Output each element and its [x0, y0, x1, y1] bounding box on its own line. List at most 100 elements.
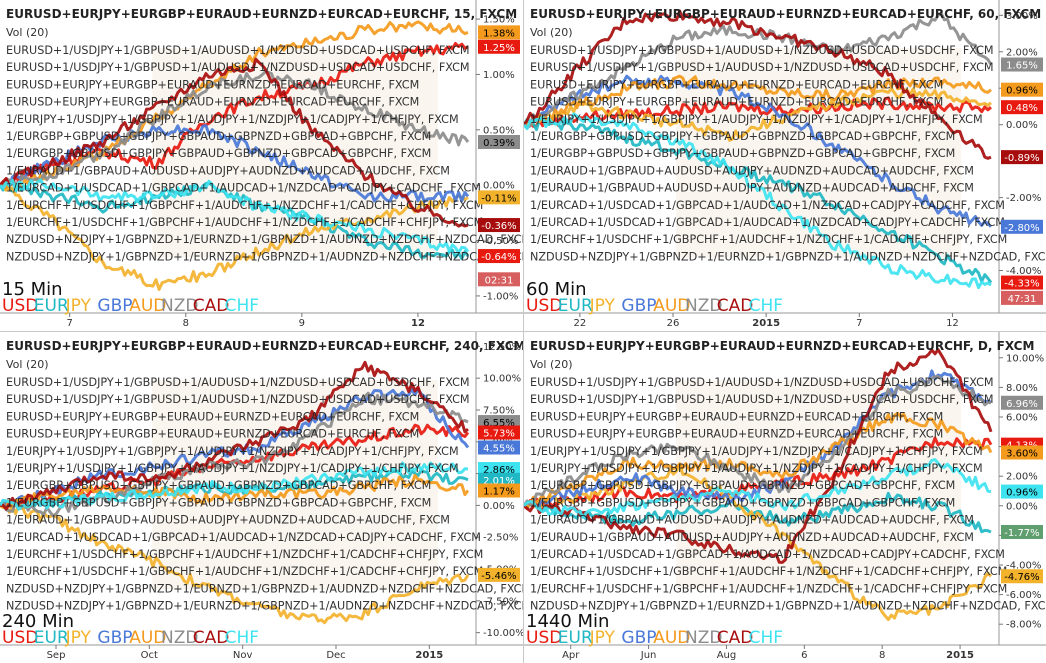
indicator-legend-line: 1/EURCAD+1/USDCAD+1/GBPCAD+1/AUDCAD+1/NZ…: [6, 182, 481, 195]
chart-panel-15min[interactable]: 1.50% 1.00% 0.50% 0.00% -0.50% -1.00% 7 8 9 12 EUR…: [0, 0, 523, 331]
x-tick-label: 7: [66, 318, 72, 329]
series-line-jpy[interactable]: [0, 503, 470, 625]
price-tag-label: 6.55%: [483, 418, 515, 429]
x-tick-label: 8: [879, 650, 885, 661]
series-line-aud[interactable]: [0, 473, 470, 508]
series-line-chf[interactable]: [0, 461, 469, 511]
indicator-legend-line: EURUSD+EURJPY+EURGBP+EURAUD+EURNZD+EURCA…: [6, 96, 419, 109]
currency-legend-cad: CAD: [717, 628, 754, 648]
series-line-aud[interactable]: [524, 74, 992, 128]
indicator-legend-line: 1/EURJPY+1/USDJPY+1/GBPJPY+1/AUDJPY+1/NZ…: [530, 113, 983, 126]
currency-legend-chf: CHF: [749, 296, 783, 316]
price-tag-box: [1001, 484, 1043, 499]
indicator-legend-line: 1/EURCHF+1/USDCHF+1/GBPCHF+1/AUDCHF+1/NZ…: [530, 233, 1007, 246]
indicator-legend-line: 1/EURCHF+1/USDCHF+1/GBPCHF+1/AUDCHF+1/NZ…: [530, 582, 1007, 595]
x-tick-label: 8: [183, 318, 189, 329]
y-tick-label: 1.00%: [483, 70, 515, 81]
panel-divider-horizontal[interactable]: [0, 331, 1046, 332]
series-line-cad[interactable]: [0, 57, 469, 228]
indicator-legend-line: EURUSD+EURJPY+EURGBP+EURAUD+EURNZD+EURCA…: [530, 78, 943, 91]
currency-legend-aud: AUD: [653, 296, 690, 316]
indicator-legend-line: EURUSD+1/USDJPY+1/GBPUSD+1/AUDUSD+1/NZDU…: [6, 61, 470, 74]
currency-legend-nzd: NZD: [685, 296, 722, 316]
indicator-legend-line: 1/EURAUD+1/GBPAUD+AUDUSD+AUDJPY+AUDNZD+A…: [530, 182, 974, 195]
indicator-legend-line: EURUSD+EURJPY+EURGBP+EURAUD+EURNZD+EURCA…: [530, 428, 943, 441]
timeframe-label: 1440 Min: [526, 611, 609, 632]
chart-panel-240min[interactable]: 12.50%10.00%7.50%5.00%2.50%0.00%-2.50%-5…: [0, 332, 523, 663]
price-tag-box: [478, 425, 520, 440]
chart-240min-canvas[interactable]: 12.50%10.00%7.50%5.00%2.50%0.00%-2.50%-5…: [0, 332, 523, 663]
indicator-legend-line: 1/EURGBP+GBPUSD+GBPJPY+GBPAUD+GBPNZD+GBP…: [530, 147, 955, 160]
series-line-eur[interactable]: [0, 181, 470, 260]
indicator-legend-line: NZDUSD+NZDJPY+1/GBPNZD+1/EURNZD+1/GBPNZD…: [6, 582, 523, 595]
indicator-legend-line: 1/EURGBP+GBPUSD+GBPJPY+GBPAUD+GBPNZD+GBP…: [6, 130, 431, 143]
y-tick-label: 2.00%: [1006, 472, 1038, 483]
y-tick-label: 1.50%: [483, 15, 515, 26]
y-tick-label: 0.50%: [483, 125, 515, 136]
series-line-chf[interactable]: [524, 458, 992, 519]
price-tag-box: [1001, 82, 1043, 97]
y-tick-label: 0.00%: [483, 501, 515, 512]
currency-legend-jpy: JPY: [65, 628, 92, 648]
currency-legend-cad: CAD: [193, 296, 230, 316]
indicator-legend-line: NZDUSD+NZDJPY+1/GBPNZD+1/EURNZD+1/GBPNZD…: [6, 250, 523, 263]
price-tag-label: 47:31: [1008, 294, 1037, 305]
y-tick-label: 7.50%: [483, 405, 515, 416]
indicator-legend-line: EURUSD+EURJPY+EURGBP+EURAUD+EURNZD+EURCA…: [530, 96, 943, 109]
indicator-legend-line: 1/EURGBP+GBPUSD+GBPJPY+GBPAUD+GBPNZD+GBP…: [6, 496, 431, 509]
series-line-cad[interactable]: [0, 360, 469, 511]
series-line-chf[interactable]: [0, 178, 470, 255]
y-tick-label: 10.00%: [483, 374, 521, 385]
currency-legend-jpy: JPY: [589, 296, 616, 316]
series-line-chf[interactable]: [524, 112, 992, 290]
series-line-jpy[interactable]: [0, 183, 469, 291]
series-line-eur[interactable]: [524, 117, 993, 284]
price-tag-label: -0.89%: [1004, 153, 1039, 164]
indicator-legend-line: 1/EURCAD+1/USDCAD+1/GBPCAD+1/AUDCAD+1/NZ…: [530, 199, 1005, 212]
price-tag-box: [478, 25, 520, 40]
currency-legend-aud: AUD: [653, 628, 690, 648]
chart-60min-canvas[interactable]: 3.00%2.00%1.00%0.00%-2.00%-4.00%22262015…: [524, 0, 1046, 331]
series-line-aud[interactable]: [524, 411, 993, 509]
series-line-aud[interactable]: [0, 20, 469, 190]
indicator-legend-line: NZDUSD+NZDJPY+1/GBPNZD+1/EURNZD+1/GBPNZD…: [530, 250, 1046, 263]
currency-legend-cad: CAD: [717, 296, 754, 316]
series-line-nzd[interactable]: [524, 11, 993, 130]
timeframe-label: 60 Min: [526, 279, 587, 300]
x-tick-label: 26: [667, 318, 680, 329]
chart-daily-canvas[interactable]: 10.00%8.00%6.00%4.00%2.00%0.00%-2.00%-4.…: [524, 332, 1046, 663]
price-tag-label: 0.39%: [483, 138, 515, 149]
price-tag-label: 02:31: [485, 275, 514, 286]
series-line-cad[interactable]: [524, 9, 992, 160]
price-tag-label: 2.01%: [483, 476, 515, 487]
series-line-gbp[interactable]: [524, 74, 993, 228]
series-line-nzd[interactable]: [0, 70, 470, 190]
y-tick-label: 10.00%: [1006, 353, 1044, 364]
currency-legend-jpy: JPY: [589, 628, 616, 648]
indicator-legend-line: EURUSD+EURJPY+EURGBP+EURAUD+EURNZD+EURCA…: [6, 78, 419, 91]
y-tick-label: -2.00%: [1006, 193, 1041, 204]
price-tag-box: [478, 567, 520, 582]
y-tick-label: -10.00%: [483, 628, 523, 639]
chart-panel-60min[interactable]: 3.00%2.00%1.00%0.00%-2.00%-4.00%22262015…: [524, 0, 1046, 331]
indicator-legend-line: 1/EURGBP+GBPUSD+GBPJPY+GBPAUD+GBPNZD+GBP…: [530, 496, 955, 509]
price-tag-box: [1001, 275, 1043, 290]
currency-legend-eur: EUR: [34, 296, 69, 316]
shaded-area: [676, 380, 961, 590]
series-line-usd[interactable]: [524, 436, 993, 511]
price-tag-box: [1001, 290, 1043, 305]
series-line-nzd[interactable]: [524, 375, 992, 507]
indicator-legend-line: 1/EURCAD+1/USDCAD+1/GBPCAD+1/AUDCAD+1/NZ…: [530, 548, 1005, 561]
chart-panel-daily[interactable]: 10.00%8.00%6.00%4.00%2.00%0.00%-2.00%-4.…: [524, 332, 1046, 663]
price-tag-label: -5.46%: [481, 571, 516, 582]
y-tick-label: 0.00%: [1006, 120, 1038, 131]
volume-label: Vol (20): [530, 358, 573, 371]
currency-legend-eur: EUR: [558, 296, 593, 316]
series-line-cad[interactable]: [524, 348, 993, 564]
x-tick-label: Aug: [717, 650, 737, 661]
series-line-jpy[interactable]: [524, 87, 992, 142]
currency-legend-chf: CHF: [225, 628, 259, 648]
y-tick-label: -7.50%: [483, 596, 518, 607]
chart-15min-canvas[interactable]: 1.50% 1.00% 0.50% 0.00% -0.50% -1.00% 7 8 9 12 EUR…: [0, 0, 523, 331]
price-tag-box: [478, 440, 520, 455]
